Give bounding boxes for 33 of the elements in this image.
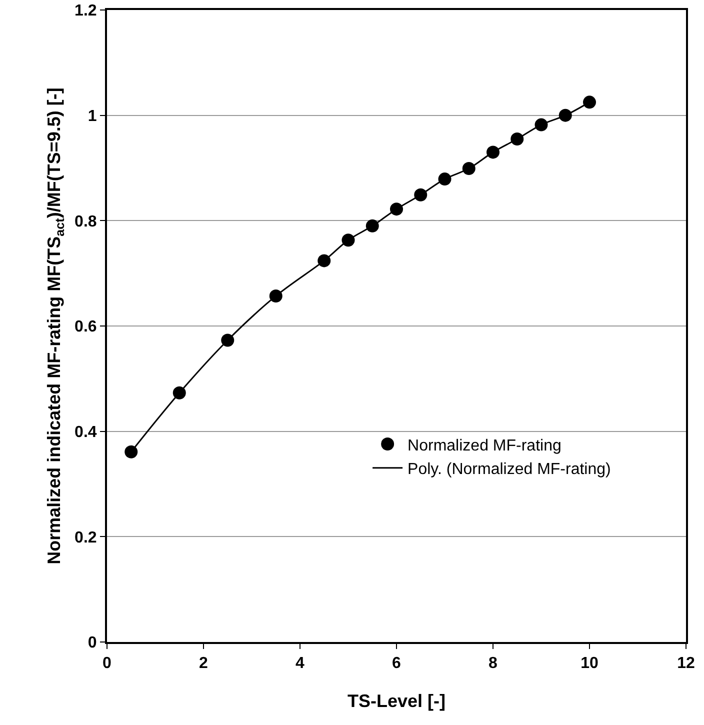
- legend-label: Poly. (Normalized MF-rating): [408, 461, 611, 478]
- point: [486, 146, 500, 159]
- x-tick-label: 4: [296, 655, 305, 672]
- x-axis-title: TS-Level [-]: [347, 691, 446, 711]
- x-tick-label: 10: [580, 655, 598, 672]
- y-tick-label: 0: [88, 634, 97, 652]
- point: [390, 202, 403, 216]
- point: [534, 118, 548, 132]
- point: [124, 445, 138, 458]
- y-tick-label: 0.2: [74, 529, 97, 546]
- x-tick-label: 2: [199, 655, 208, 672]
- point: [342, 234, 355, 247]
- x-tick-label: 6: [392, 655, 402, 672]
- point: [221, 334, 234, 347]
- point: [462, 162, 476, 176]
- y-tick-label: 0.8: [74, 213, 97, 230]
- y-tick-label: 1.2: [74, 2, 97, 20]
- point: [269, 289, 282, 302]
- x-tick-label: 8: [488, 655, 498, 672]
- y-tick-label: 1: [88, 108, 97, 125]
- x-tick-label: 0: [102, 655, 112, 672]
- point: [318, 254, 331, 268]
- point: [510, 132, 524, 146]
- point: [366, 219, 379, 232]
- legend-label: Normalized MF-rating: [408, 437, 562, 454]
- x-tick-label: 12: [677, 655, 695, 672]
- y-tick-label: 0.4: [74, 424, 97, 441]
- y-tick-label: 0.6: [74, 318, 97, 336]
- point: [414, 188, 428, 202]
- point: [172, 386, 186, 400]
- point: [558, 108, 572, 122]
- point: [438, 172, 452, 186]
- point: [583, 96, 596, 109]
